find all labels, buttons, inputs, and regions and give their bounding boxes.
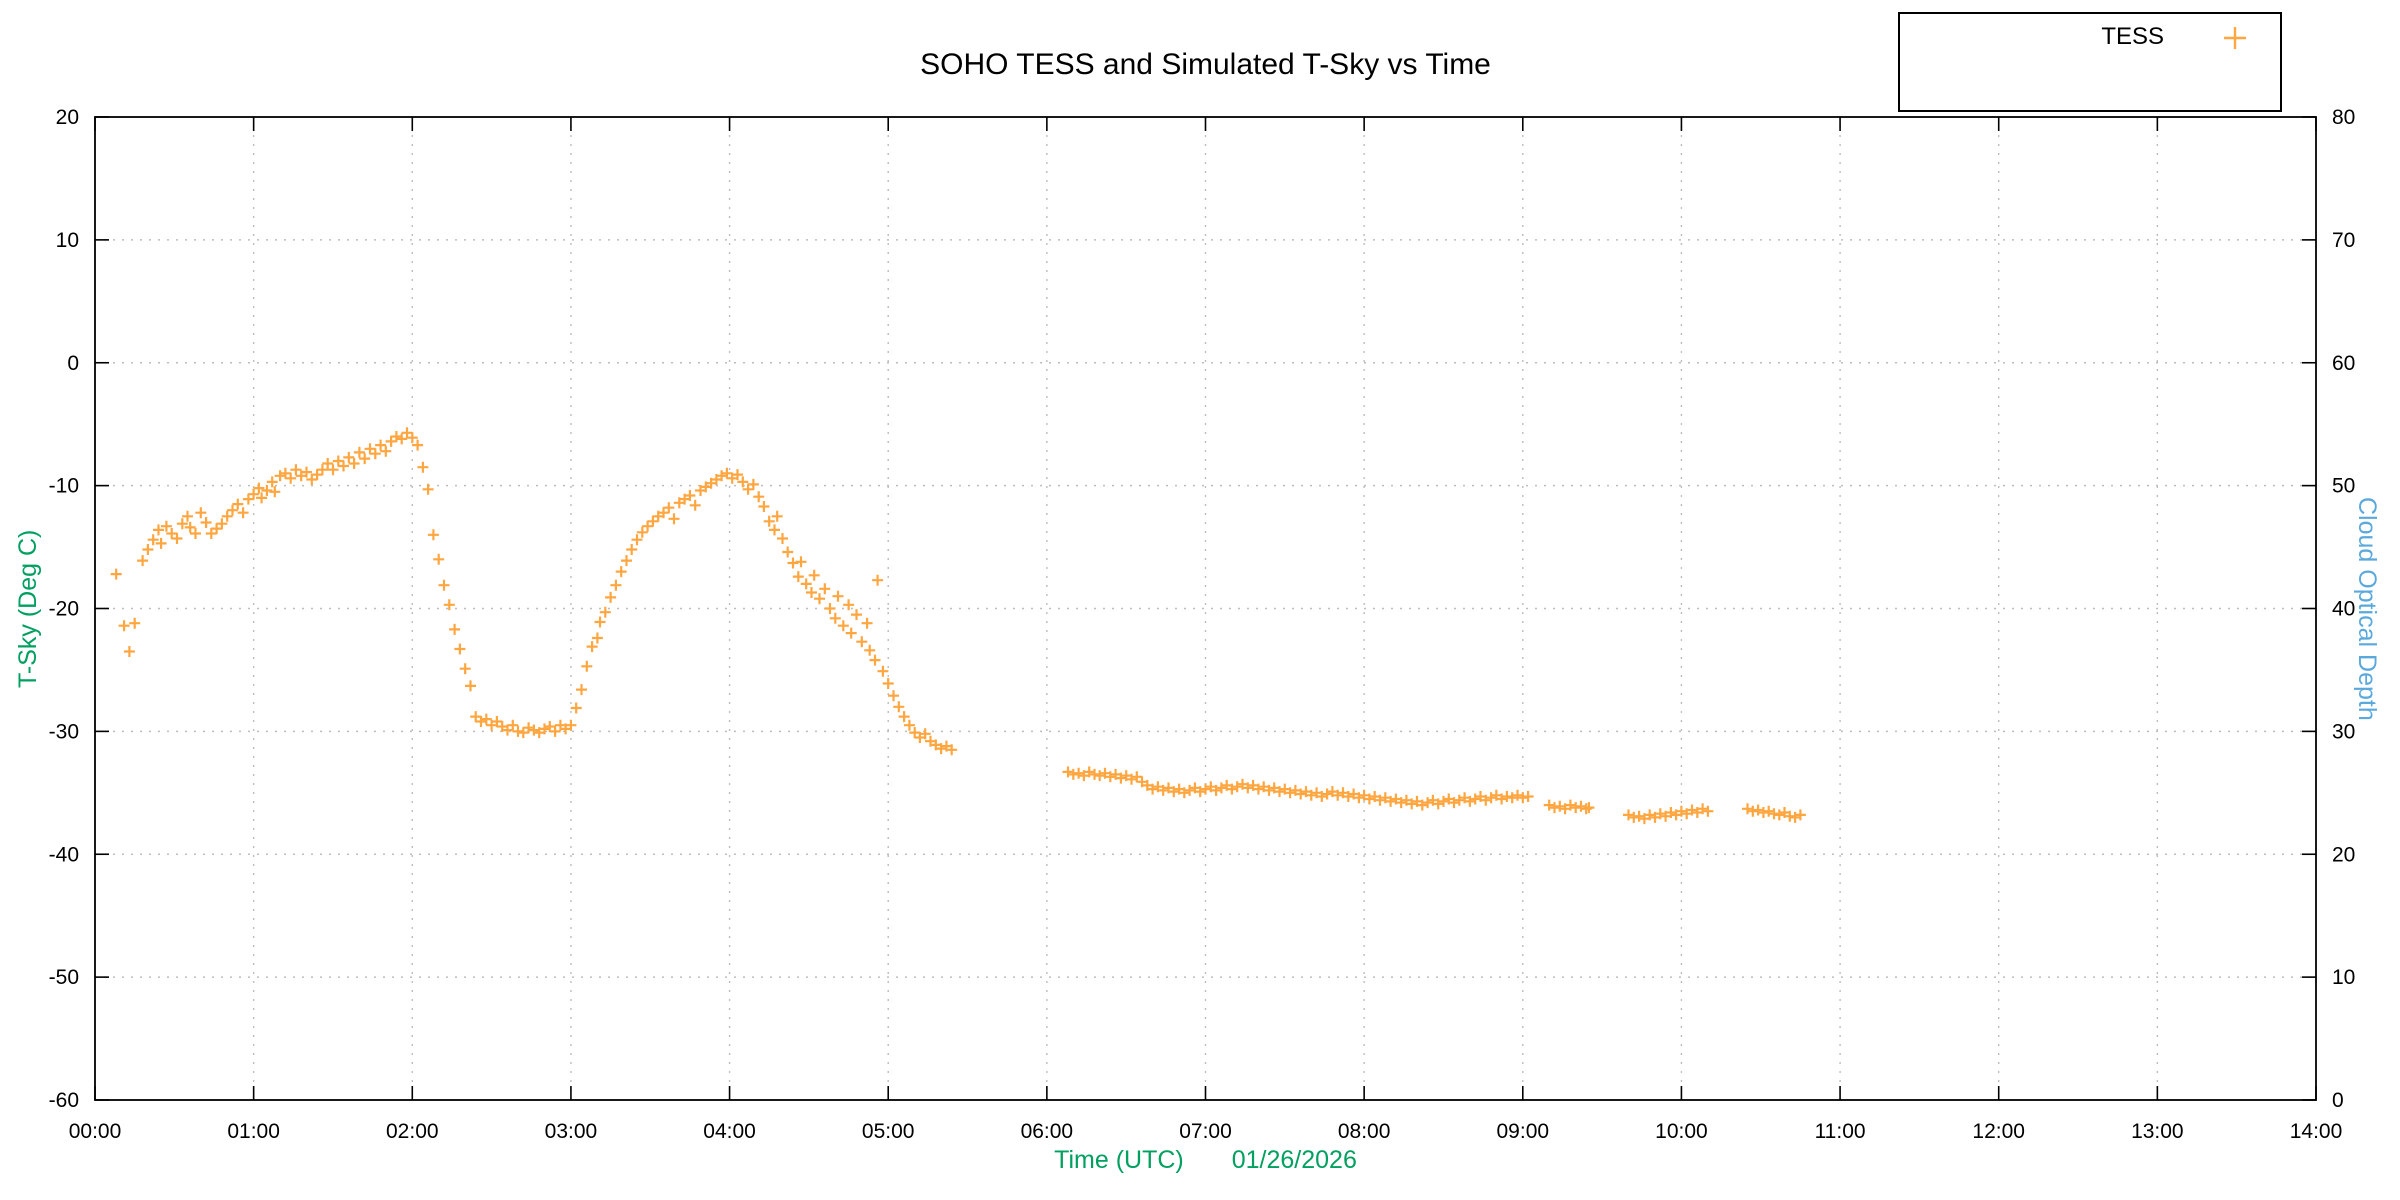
y-left-tick-label: -50: [49, 966, 79, 989]
x-axis-label-text: Time (UTC): [1054, 1146, 1184, 1174]
x-axis-label: Time (UTC) 01/26/2026: [95, 1146, 2316, 1175]
y-right-tick-label: 80: [2332, 106, 2355, 129]
x-tick-label: 13:00: [2131, 1120, 2184, 1143]
y-left-tick-label: -30: [49, 720, 79, 743]
y-left-tick-label: -40: [49, 843, 79, 866]
grid-lines: [95, 117, 2316, 1100]
plot-border: [94, 116, 2317, 1101]
chart-title: SOHO TESS and Simulated T-Sky vs Time: [920, 48, 1491, 81]
y-right-tick-label: 60: [2332, 352, 2355, 375]
tick-labels: 00:00 01:00 02:00 03:00 04:00 05:00 06:00 07:00…: [49, 106, 2356, 1143]
x-tick-label: 05:00: [862, 1120, 915, 1143]
y-right-tick-label: 40: [2332, 598, 2355, 621]
y-left-tick-label: -60: [49, 1089, 79, 1112]
legend: TESS: [1898, 12, 2282, 112]
x-tick-label: 08:00: [1338, 1120, 1391, 1143]
tess-plus-marker-icon: [2224, 27, 2246, 49]
y-right-tick-label: 70: [2332, 229, 2355, 252]
x-tick-label: 14:00: [2290, 1120, 2343, 1143]
x-tick-label: 06:00: [1021, 1120, 1074, 1143]
x-tick-label: 11:00: [1815, 1120, 1866, 1143]
x-tick-label: 02:00: [386, 1120, 439, 1143]
y-left-tick-label: -10: [49, 475, 79, 498]
y-left-tick-label: 20: [56, 106, 79, 129]
y-left-tick-label: 0: [67, 352, 79, 375]
y-right-tick-label: 10: [2332, 966, 2355, 989]
x-tick-label: 04:00: [703, 1120, 756, 1143]
y-right-tick-label: 20: [2332, 843, 2355, 866]
y-right-tick-label: 0: [2332, 1089, 2344, 1112]
x-tick-label: 12:00: [1972, 1120, 2025, 1143]
y-right-tick-label: 30: [2332, 720, 2355, 743]
x-tick-label: 09:00: [1497, 1120, 1550, 1143]
y-left-tick-label: -20: [49, 598, 79, 621]
x-tick-label: 00:00: [69, 1120, 122, 1143]
x-tick-label: 07:00: [1179, 1120, 1232, 1143]
x-axis-date: 01/26/2026: [1231, 1146, 1357, 1174]
y-right-tick-label: 50: [2332, 475, 2355, 498]
x-tick-label: 10:00: [1655, 1120, 1708, 1143]
tess-data-points: [110, 427, 1806, 825]
right-axis-label: Cloud Optical Depth: [2353, 496, 2381, 721]
x-tick-label: 01:00: [227, 1120, 280, 1143]
legend-label-tess: TESS: [2101, 23, 2164, 50]
y-left-tick-label: 10: [56, 229, 79, 252]
x-tick-label: 03:00: [545, 1120, 598, 1143]
